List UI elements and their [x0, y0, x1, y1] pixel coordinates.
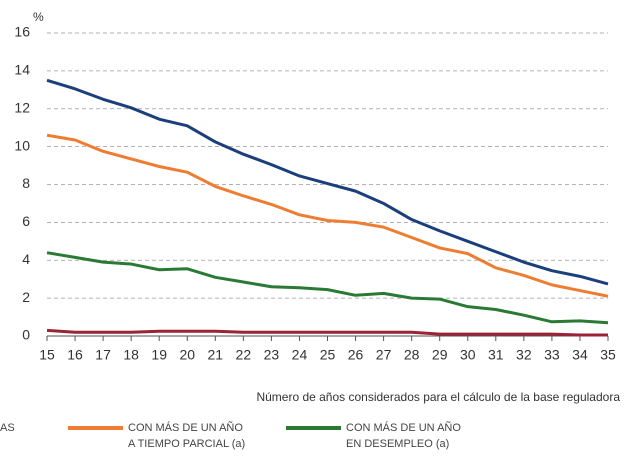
x-tick-label: 25 [320, 347, 336, 363]
x-tick-label: 22 [236, 347, 252, 363]
x-tick-label: 30 [460, 347, 476, 363]
x-tick-label: 24 [292, 347, 308, 363]
y-tick-label: 16 [14, 24, 30, 40]
y-tick-label: 10 [14, 137, 30, 153]
series-line [46, 78, 609, 286]
x-tick-label: 27 [376, 347, 392, 363]
y-tick-label: 12 [14, 99, 30, 115]
y-tick-label: 4 [22, 251, 30, 267]
y-tick-label: 8 [22, 175, 30, 191]
y-tick-label: 2 [22, 289, 30, 305]
y-tick-label: 14 [14, 62, 30, 78]
series-line [46, 133, 609, 298]
legend-label: AS [0, 422, 15, 434]
x-tick-label: 33 [544, 347, 560, 363]
x-tick-label: 19 [151, 347, 167, 363]
legend-label: CON MÁS DE UN AÑO [128, 421, 243, 434]
x-tick-label: 28 [404, 347, 420, 363]
x-tick-label: 17 [95, 347, 111, 363]
x-tick-label: 26 [348, 347, 364, 363]
x-tick-label: 18 [123, 347, 139, 363]
x-tick-label: 29 [432, 347, 448, 363]
y-unit: % [33, 10, 44, 24]
x-tick-label: 34 [572, 347, 588, 363]
x-axis-label: Número de años considerados para el cálc… [256, 390, 620, 404]
x-tick-label: 31 [488, 347, 504, 363]
x-tick-label: 15 [39, 347, 55, 363]
legend-label: CON MÁS DE UN AÑO [346, 421, 461, 434]
x-tick-label: 23 [264, 347, 280, 363]
series-line [46, 328, 608, 337]
legend-label: A TIEMPO PARCIAL (a) [128, 438, 245, 450]
x-tick-label: 20 [179, 347, 195, 363]
legend-label: EN DESEMPLEO (a) [346, 438, 449, 450]
x-tick-label: 35 [600, 347, 616, 363]
x-tick-label: 32 [516, 347, 532, 363]
y-tick-label: 0 [22, 327, 30, 343]
y-tick-label: 6 [22, 213, 30, 229]
x-tick-label: 21 [208, 347, 224, 363]
series-line [46, 251, 609, 325]
x-tick-label: 16 [67, 347, 83, 363]
